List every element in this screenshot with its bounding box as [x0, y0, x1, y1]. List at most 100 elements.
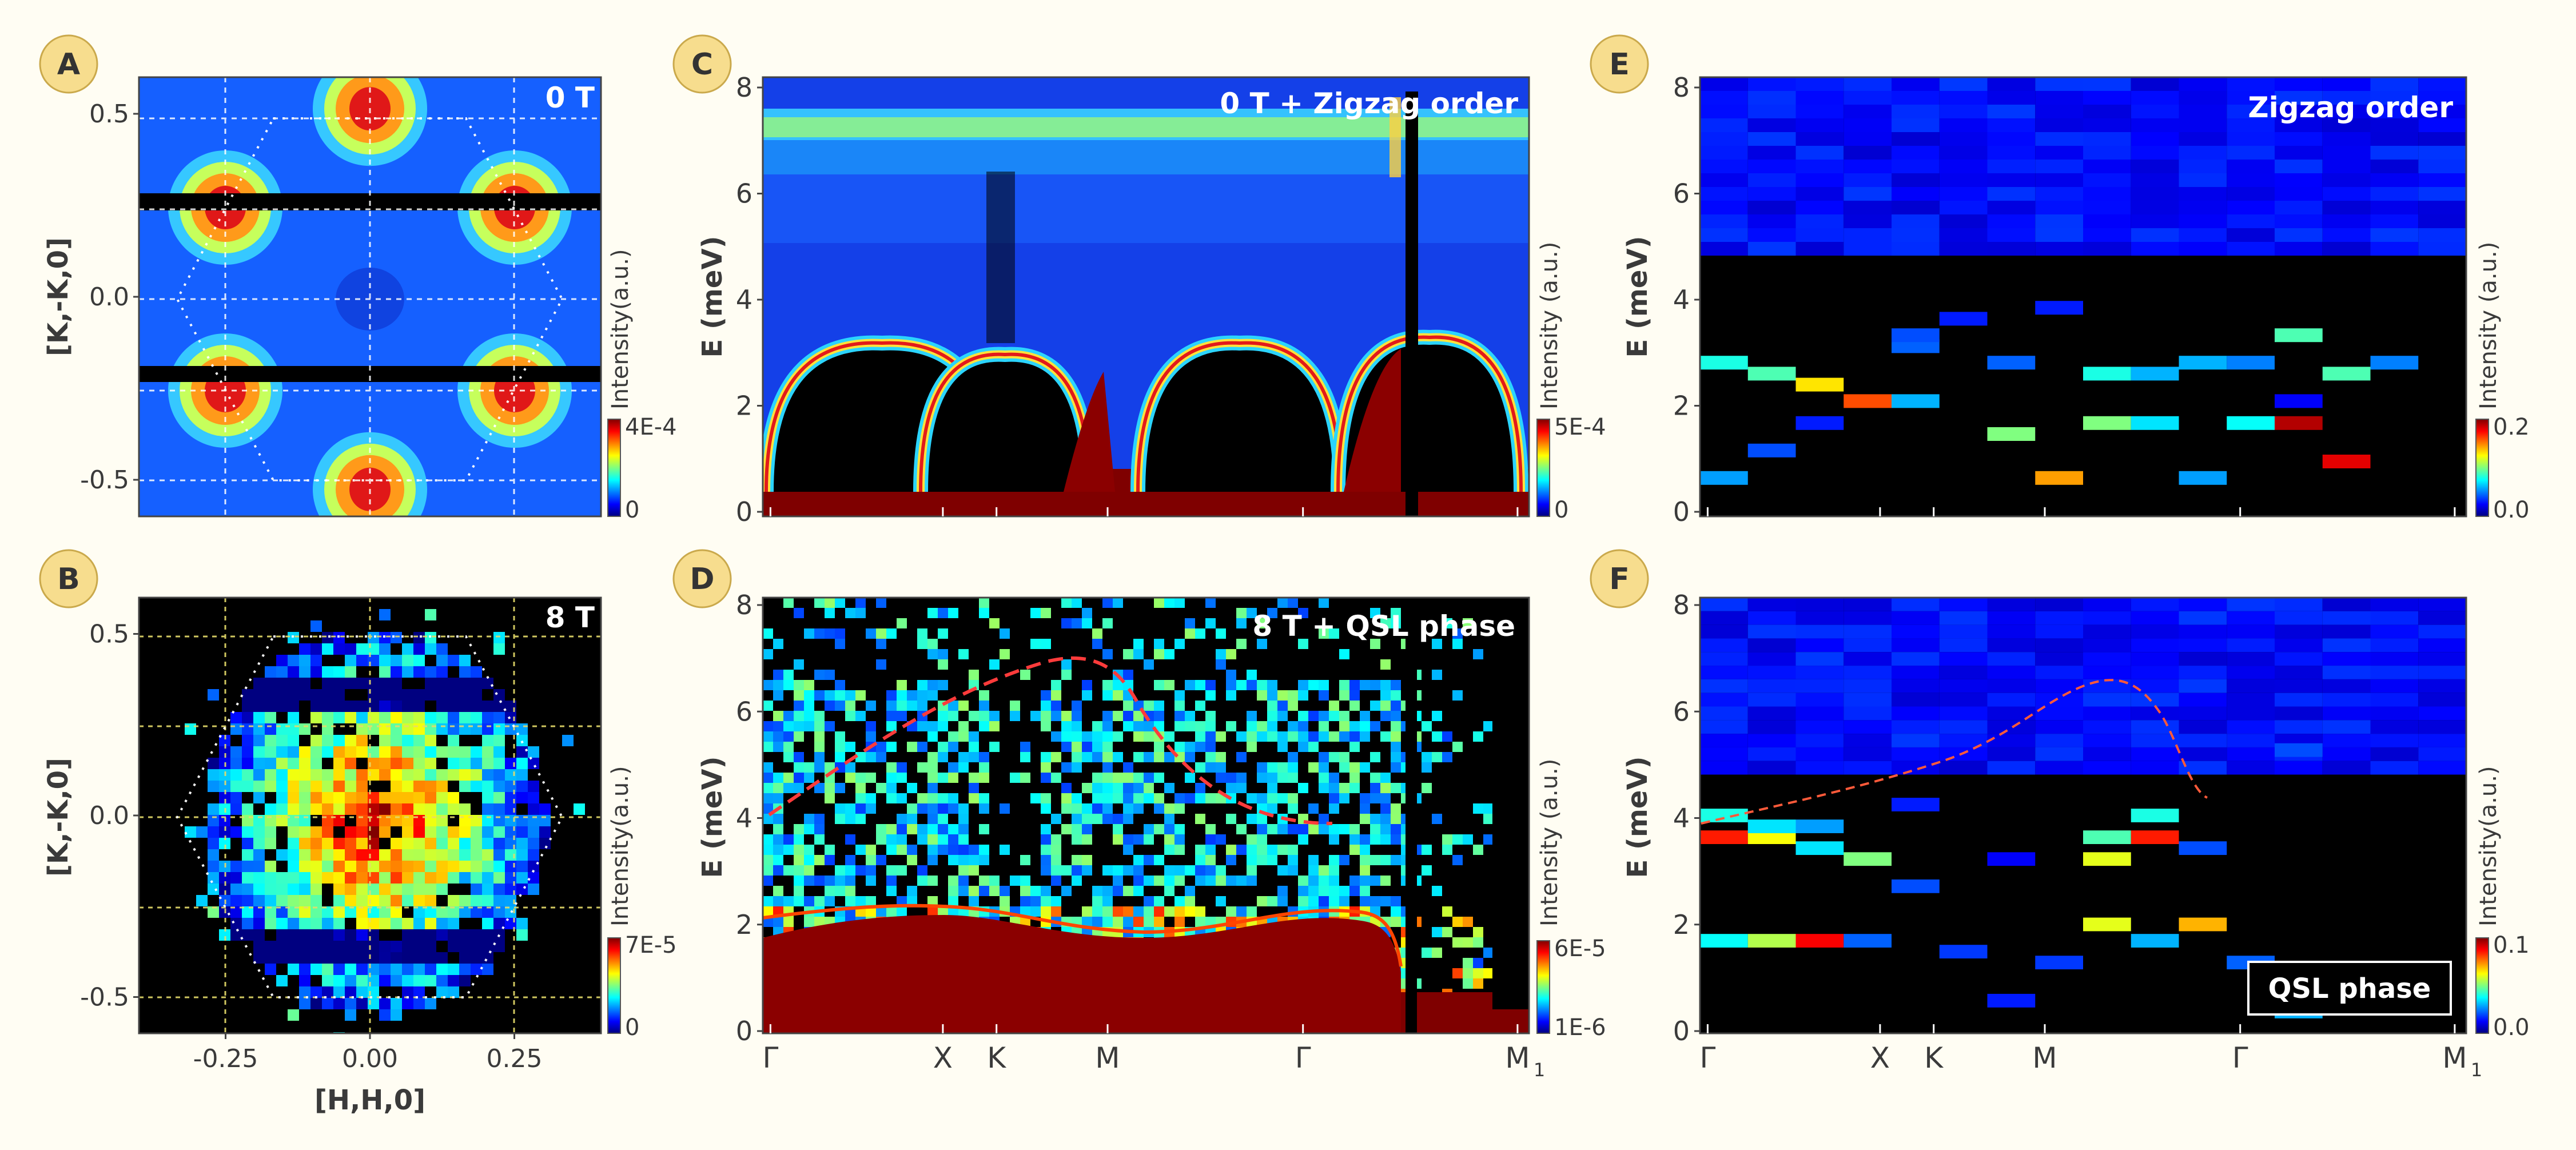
pixel [794, 834, 804, 845]
bin [1747, 228, 1796, 242]
pixel [1226, 845, 1236, 855]
pixel [230, 781, 242, 792]
pixel [886, 742, 897, 752]
bin [2179, 598, 2227, 611]
pixel [1329, 886, 1339, 896]
pixel [1051, 814, 1061, 824]
bin [2227, 706, 2275, 721]
pixel [379, 758, 391, 769]
bin [1987, 427, 2036, 441]
pixel [938, 628, 948, 639]
pixel [927, 814, 938, 824]
pixel [897, 814, 907, 824]
pixel [230, 712, 242, 723]
pixel [322, 986, 333, 998]
bin [2370, 666, 2419, 679]
pixel [814, 721, 825, 731]
pixel [333, 872, 345, 884]
pixel [938, 752, 948, 762]
pixel [1082, 917, 1092, 927]
pixel [276, 929, 288, 941]
pixel [948, 608, 958, 618]
pixel [528, 803, 539, 815]
pixel [425, 872, 436, 884]
pixel [825, 876, 835, 886]
pixel [493, 906, 505, 918]
pixel [763, 896, 773, 906]
pixel [208, 689, 219, 701]
pixel [1133, 793, 1144, 803]
bin [1939, 173, 1988, 187]
pixel [958, 834, 969, 845]
pixel [482, 758, 493, 769]
pixel [1164, 824, 1174, 834]
panel-letter: D [690, 562, 714, 596]
bin [1987, 132, 2036, 146]
pixel [288, 758, 299, 769]
pixel [1349, 701, 1360, 711]
pixel [814, 752, 825, 762]
pixel [436, 723, 448, 735]
pixel [1257, 731, 1267, 742]
pixel [413, 884, 425, 895]
pixel [391, 895, 402, 906]
pixel [763, 773, 773, 783]
pixel [1298, 711, 1308, 721]
pixel [391, 918, 402, 929]
pixel [425, 975, 436, 986]
pixel [1041, 639, 1051, 649]
pixel [1051, 773, 1061, 783]
pixel [1329, 783, 1339, 793]
pixel [773, 783, 783, 793]
pixel [471, 781, 482, 792]
pixel [448, 712, 459, 723]
pixel [1380, 803, 1391, 814]
pixel [379, 655, 391, 666]
pixel [1072, 742, 1082, 752]
pixel [1432, 639, 1442, 649]
pixel [482, 701, 493, 712]
pixel [242, 884, 253, 895]
pixel [288, 723, 299, 735]
pixel [1257, 762, 1267, 773]
pixel [927, 906, 938, 917]
pixel [322, 964, 333, 975]
bin [2035, 666, 2083, 679]
pixel [938, 906, 948, 917]
pixel [1349, 824, 1360, 834]
pixel [310, 712, 322, 723]
bin [2131, 720, 2179, 734]
pixel [1391, 701, 1401, 711]
bin [2370, 679, 2419, 693]
pixel [1288, 762, 1298, 773]
bin [1700, 693, 1748, 707]
bin [1892, 242, 1940, 256]
bin [2418, 624, 2466, 639]
pixel [1257, 824, 1267, 834]
pixel [783, 721, 794, 731]
pixel [219, 781, 230, 792]
pixel [413, 975, 425, 986]
pixel [1339, 680, 1349, 690]
pixel [276, 666, 288, 678]
bin [1987, 146, 2036, 160]
pixel [265, 666, 276, 678]
pixel [1195, 628, 1205, 639]
pixel [516, 872, 528, 884]
bin [1844, 394, 1892, 408]
pixel [322, 701, 333, 712]
colorbar [1536, 940, 1550, 1034]
pixel [482, 746, 493, 758]
bin [2035, 471, 2083, 485]
pixel [1473, 958, 1483, 968]
bin [2131, 173, 2179, 187]
colorbar-label: Intensity (a.u.) [2475, 242, 2502, 409]
bin [2131, 679, 2179, 693]
pixel [927, 824, 938, 834]
y-tick-label: 8 [1673, 590, 1690, 620]
pixel [1288, 824, 1298, 834]
pixel [471, 723, 482, 735]
pixel [345, 838, 356, 849]
pixel [927, 803, 938, 814]
pixel [242, 769, 253, 781]
